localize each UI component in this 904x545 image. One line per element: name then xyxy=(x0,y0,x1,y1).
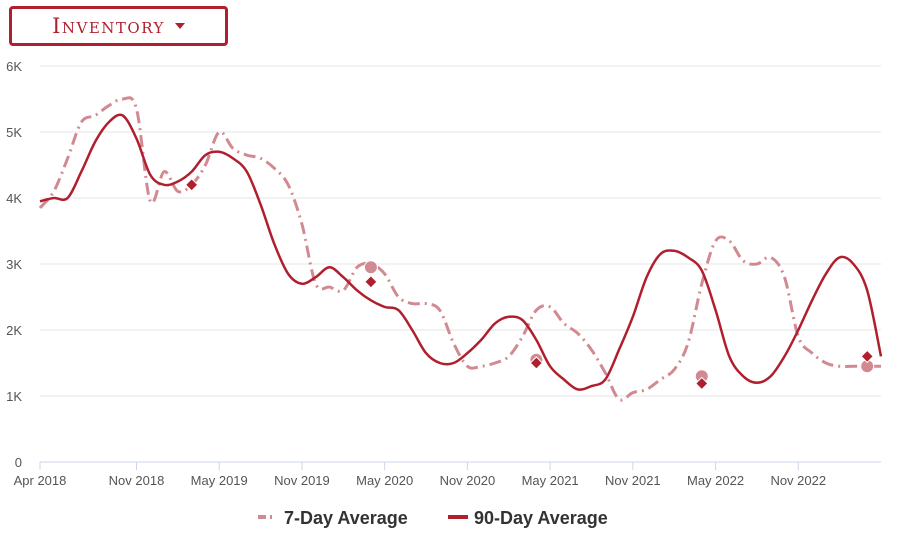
y-tick-label: 3K xyxy=(6,257,22,272)
chevron-down-icon xyxy=(174,23,185,29)
marker-90-day[interactable] xyxy=(695,376,709,391)
marker-90-day[interactable] xyxy=(529,356,544,370)
y-tick-label: 5K xyxy=(6,125,22,140)
x-tick-label: May 2021 xyxy=(522,473,579,488)
legend-label-7-day: 7-Day Average xyxy=(284,508,408,528)
x-tick-label: May 2020 xyxy=(356,473,413,488)
series-line-7-day[interactable] xyxy=(38,96,881,402)
y-tick-label: 2K xyxy=(6,323,22,338)
legend-label-90-day: 90-Day Average xyxy=(474,508,608,528)
marker-90-day[interactable] xyxy=(860,349,874,364)
y-tick-label: 1K xyxy=(6,389,22,404)
marker-90-day[interactable] xyxy=(364,275,378,289)
dropdown-label: Inventory xyxy=(52,14,165,38)
series-line-90-day[interactable] xyxy=(39,113,883,391)
y-tick-label: 0 xyxy=(15,455,22,470)
x-tick-label: Nov 2019 xyxy=(274,473,330,488)
x-tick-label: May 2019 xyxy=(191,473,248,488)
marker-7-day[interactable] xyxy=(363,260,378,275)
y-tick-label: 4K xyxy=(6,191,22,206)
x-axis-ticks: Apr 2018 Nov 2018 May 2019 Nov 2019 May 2020… xyxy=(14,461,881,488)
x-tick-label: Nov 2021 xyxy=(605,473,661,488)
series-lines xyxy=(38,96,883,402)
x-tick-label: Nov 2022 xyxy=(770,473,826,488)
y-axis-ticks: 0 1K 2K 3K 4K 5K 6K xyxy=(6,59,22,470)
x-tick-label: Nov 2020 xyxy=(440,473,496,488)
legend-item-90-day[interactable]: 90-Day Average xyxy=(448,508,608,528)
legend-item-7-day[interactable]: 7-Day Average xyxy=(258,508,408,528)
series-markers xyxy=(184,178,875,391)
x-tick-label: Nov 2018 xyxy=(109,473,165,488)
legend[interactable]: 7-Day Average 90-Day Average xyxy=(258,508,608,528)
x-tick-label: May 2022 xyxy=(687,473,744,488)
grid-lines xyxy=(40,65,881,397)
inventory-dropdown[interactable]: Inventory xyxy=(9,6,228,46)
x-tick-label: Apr 2018 xyxy=(14,473,67,488)
y-tick-label: 6K xyxy=(6,59,22,74)
marker-90-day[interactable] xyxy=(184,178,199,192)
